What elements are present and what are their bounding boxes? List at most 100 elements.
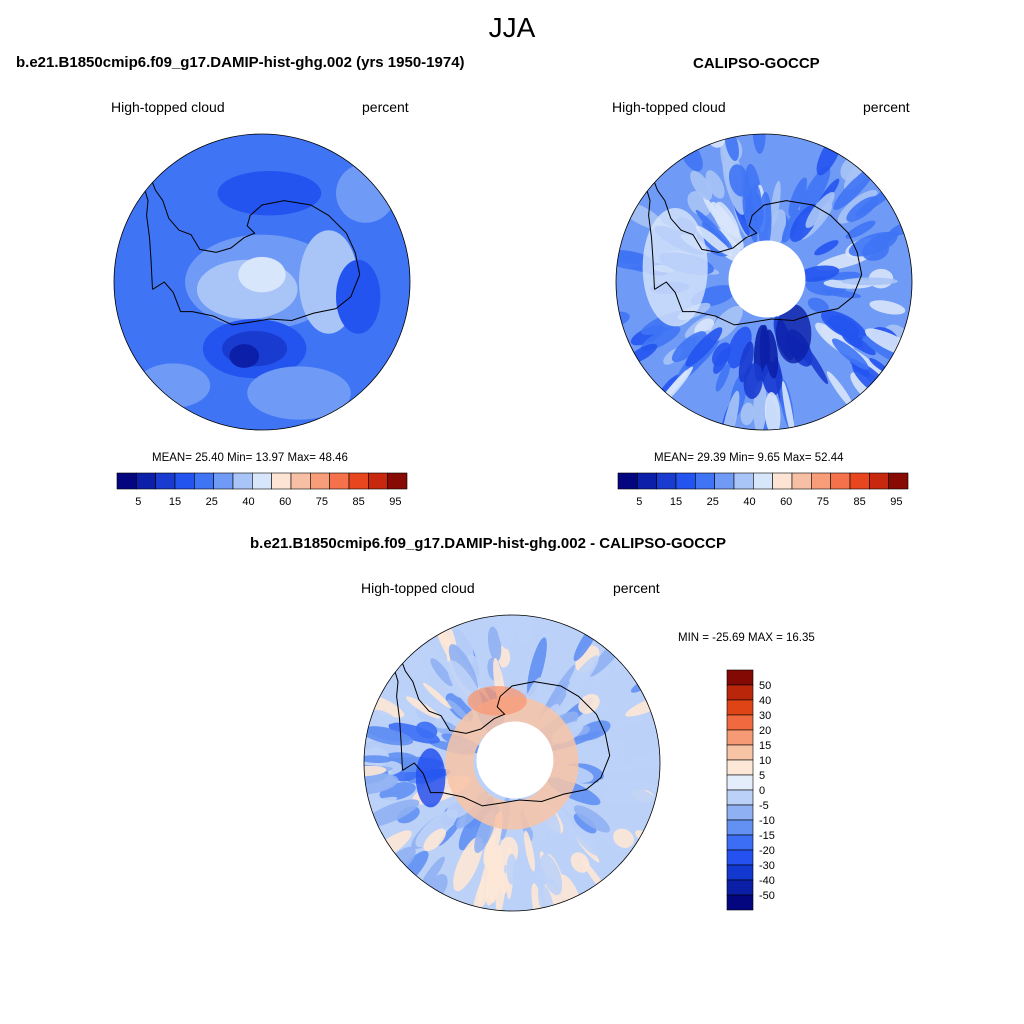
panel2-colorbar-box — [617, 472, 638, 490]
panel3-colorbar-tick: 50 — [759, 680, 771, 692]
panel1-colorbar-box — [310, 472, 330, 490]
panel2-colorbar-tick: 40 — [743, 496, 755, 508]
panel2-contour-patch — [775, 304, 812, 364]
figure-title: JJA — [488, 12, 536, 43]
panel2-contour-patch — [869, 300, 906, 315]
panel2-contour-patch — [752, 134, 766, 154]
panel3-colorbar-box — [726, 684, 754, 701]
panel3-contour-patch — [447, 699, 470, 722]
panel1-stats: MEAN= 25.40 Min= 13.97 Max= 48.46 — [152, 452, 348, 464]
panel2-variable-label: High-topped cloud — [612, 99, 726, 115]
panel3-map — [363, 614, 661, 912]
panel1-colorbar-box — [368, 472, 388, 490]
panel1-colorbar-box — [194, 472, 214, 490]
panel2-colorbar-tick: 75 — [817, 496, 829, 508]
panel2-colorbar-box — [791, 472, 812, 490]
panel3-colorbar-box — [726, 849, 754, 866]
panel3-colorbar-tick: 10 — [759, 755, 771, 767]
panel3-contour-patch — [565, 655, 600, 696]
panel2-colorbar-box — [753, 472, 773, 490]
panel3-contour-patch — [632, 752, 660, 768]
panel3-units-label: percent — [613, 580, 660, 596]
panel2-contour-patch — [616, 311, 630, 327]
panel2-contour-patch — [713, 347, 730, 374]
panel3-colorbar-box — [726, 759, 754, 776]
panel2-contour-patch — [695, 225, 733, 257]
panel3-contour-patch — [405, 696, 440, 719]
panel3-contour-patch — [467, 686, 527, 716]
panel3-colorbar-tick: 20 — [759, 725, 771, 737]
panel3-colorbar-box — [726, 729, 754, 746]
panel3-contour-patch — [578, 693, 600, 714]
panel1-colorbar-tick: 95 — [389, 496, 401, 508]
panel2-title: CALIPSO-GOCCP — [693, 55, 820, 72]
panel1-units-label: percent — [362, 99, 409, 115]
panel1-colorbar-tick: 40 — [242, 496, 254, 508]
panel3-colorbar-tick: -5 — [759, 800, 769, 812]
panel2-contour-patch — [728, 164, 750, 197]
panel3-contour-patch — [364, 773, 399, 795]
panel2-contour-patch — [841, 331, 863, 348]
panel3-contour-patch — [388, 722, 440, 744]
panel2-colorbar-tick: 5 — [636, 496, 642, 508]
panel3-variable-label: High-topped cloud — [361, 580, 475, 596]
panel2-contour-patch — [715, 363, 731, 392]
panel3-colorbar-tick: -15 — [759, 830, 775, 842]
panel2-colorbar-box — [733, 472, 754, 490]
panel2-contour-patch — [845, 220, 876, 239]
panel3-map-border — [363, 614, 661, 912]
panel2-missing-data-hole — [728, 240, 806, 318]
panel1-colorbar-box — [136, 472, 156, 490]
panel1-colorbar-tick: 25 — [206, 496, 218, 508]
panel3-contour-patch — [421, 700, 454, 724]
panel3-colorbar-tick: 5 — [759, 770, 765, 782]
panel1-colorbar-tick: 75 — [316, 496, 328, 508]
panel2-colorbar-box — [637, 472, 657, 490]
panel3-contour-patch — [496, 615, 516, 650]
panel3-missing-data-hole — [476, 721, 554, 799]
panel1-contour-patch — [136, 363, 211, 408]
panel3-contour-patch — [613, 828, 634, 848]
panel3-contour-patch — [614, 715, 646, 728]
panel2-contour-patch — [807, 297, 829, 313]
panel1-contour-patch — [247, 366, 351, 420]
panel2-colorbar: 5 15 25 40 60 75 85 95 — [617, 472, 909, 508]
panel3-contour-patch — [415, 748, 446, 808]
panel3-colorbar-box — [726, 714, 754, 731]
panel3-contour-patch — [603, 791, 633, 806]
panel1-colorbar: 5 15 25 40 60 75 85 95 — [116, 472, 408, 508]
panel1-colorbar-box — [290, 472, 311, 490]
panel2-map-border — [615, 133, 913, 431]
panel3-contour-patch — [487, 626, 502, 662]
panel1-colorbar-box — [174, 472, 195, 490]
panel2-contour-patch — [805, 191, 835, 228]
panel3-contour-patch — [597, 779, 636, 790]
panel2-contour-patch — [846, 196, 879, 222]
panel1-colorbar-tick: 15 — [169, 496, 181, 508]
panel1-map-border — [113, 133, 411, 431]
panel3-colorbar-box — [726, 804, 754, 821]
panel3-contour-patch — [573, 805, 611, 833]
panel3-colorbar-tick: -50 — [759, 890, 775, 902]
panel1-contour-patch — [336, 163, 396, 223]
panel3-contour-patch — [590, 669, 610, 688]
panel1-colorbar-box — [213, 472, 234, 490]
panel2-contour-patch — [841, 277, 898, 286]
panel2-colorbar-box — [675, 472, 696, 490]
panel1-colorbar-tick: 60 — [279, 496, 291, 508]
panel3-contour-patch — [396, 698, 448, 729]
panel2-contour-patch — [833, 167, 875, 210]
panel3-colorbar-box — [726, 819, 754, 836]
panel2-contour-patch — [685, 327, 723, 367]
panel2-stats: MEAN= 29.39 Min= 9.65 Max= 52.44 — [654, 452, 844, 464]
panel3-contour-patch — [531, 883, 545, 911]
panel2-colorbar-box — [714, 472, 735, 490]
panel2-contour-patch — [721, 390, 740, 430]
panel1-colorbar-box — [155, 472, 176, 490]
panel1-colorbar-tick: 5 — [135, 496, 141, 508]
panel2-colorbar-tick: 85 — [854, 496, 866, 508]
panel3-contour-patch — [537, 884, 554, 911]
panel3-colorbar-tick: -10 — [759, 815, 775, 827]
panel2-contour-patch — [740, 402, 755, 426]
panel3-colorbar-box — [726, 789, 754, 806]
